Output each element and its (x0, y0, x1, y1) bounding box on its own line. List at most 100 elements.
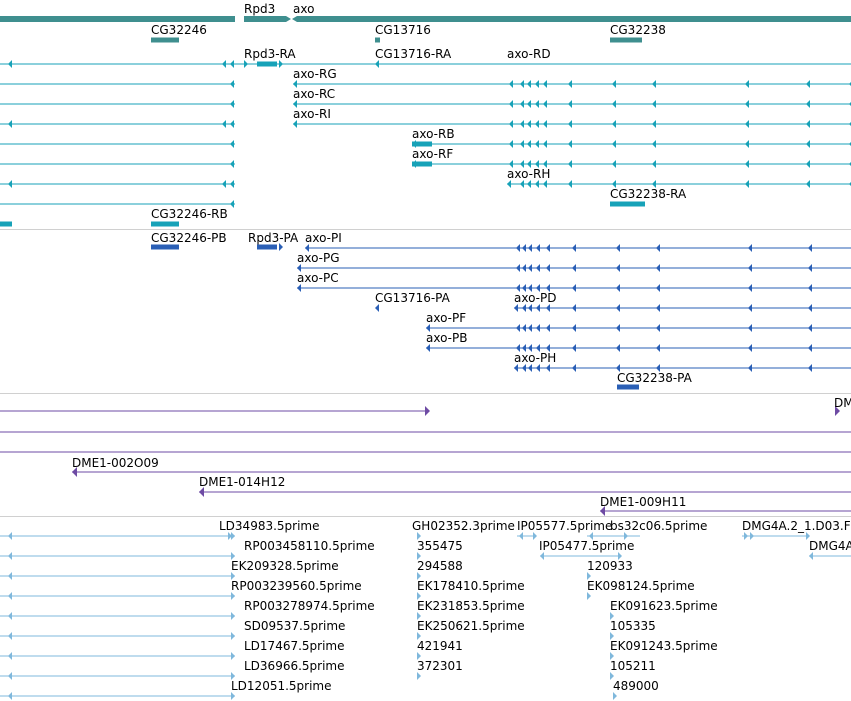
transcript-exon[interactable] (412, 141, 432, 147)
exon-arrow[interactable] (808, 264, 812, 272)
exon-arrow[interactable] (568, 100, 572, 108)
est-label[interactable]: LD34983.5prime (219, 519, 320, 533)
protein-label[interactable]: axo-PH (514, 351, 557, 365)
exon-arrow[interactable] (543, 140, 547, 148)
exon-arrow[interactable] (616, 304, 620, 312)
transcript-label[interactable]: CG32246-RB (151, 207, 228, 221)
est-arrow[interactable] (8, 592, 12, 600)
strand-arrow[interactable] (514, 364, 518, 372)
protein-label[interactable]: CG32238-PA (617, 371, 692, 385)
gene-glyph[interactable] (292, 16, 851, 22)
transcript-exon[interactable] (257, 61, 277, 67)
exon-arrow[interactable] (806, 100, 810, 108)
gene-glyph[interactable] (0, 16, 235, 22)
exon-arrow[interactable] (535, 100, 539, 108)
exon-arrow[interactable] (616, 264, 620, 272)
clone-label[interactable]: DME1-009H11 (600, 495, 687, 509)
exon-arrow[interactable] (516, 344, 520, 352)
est-label[interactable]: LD12051.5prime (231, 679, 332, 693)
exon-arrow[interactable] (612, 80, 616, 88)
transcript-exon[interactable] (610, 201, 645, 207)
exon-arrow[interactable] (652, 140, 656, 148)
clone-label[interactable]: DME1-002O09 (72, 456, 159, 470)
exon-arrow[interactable] (808, 324, 812, 332)
exon-arrow[interactable] (745, 140, 749, 148)
exon-arrow[interactable] (572, 284, 576, 292)
exon-arrow[interactable] (748, 344, 752, 352)
strand-arrow[interactable] (375, 304, 379, 312)
strand-arrow[interactable] (230, 140, 234, 148)
exon-arrow[interactable] (520, 180, 524, 188)
transcript-exon[interactable] (412, 161, 432, 167)
est-label[interactable]: 489000 (613, 679, 659, 693)
exon-arrow[interactable] (572, 304, 576, 312)
exon-arrow[interactable] (652, 180, 656, 188)
exon-arrow[interactable] (808, 284, 812, 292)
protein-label[interactable]: axo-PB (426, 331, 468, 345)
exon-arrow[interactable] (656, 284, 660, 292)
est-arrow[interactable] (8, 612, 12, 620)
est-arrow[interactable] (8, 572, 12, 580)
exon-arrow[interactable] (535, 80, 539, 88)
strand-arrow[interactable] (514, 304, 518, 312)
strand-arrow[interactable] (293, 100, 297, 108)
exon-arrow[interactable] (748, 244, 752, 252)
exon-arrow[interactable] (748, 364, 752, 372)
exon-arrow[interactable] (528, 324, 532, 332)
transcript-label[interactable]: axo-RH (507, 167, 551, 181)
exon-arrow[interactable] (616, 324, 620, 332)
protein-label[interactable]: axo-PG (297, 251, 340, 265)
exon-arrow[interactable] (520, 100, 524, 108)
exon-arrow[interactable] (536, 304, 540, 312)
est-label[interactable]: EK250621.5prime (417, 619, 525, 633)
exon-arrow[interactable] (612, 100, 616, 108)
exon-arrow[interactable] (522, 244, 526, 252)
strand-arrow[interactable] (507, 180, 511, 188)
strand-arrow[interactable] (297, 264, 301, 272)
protein-exon[interactable] (151, 244, 179, 250)
est-label[interactable]: EK178410.5prime (417, 579, 525, 593)
exon-arrow[interactable] (509, 80, 513, 88)
exon-arrow[interactable] (522, 364, 526, 372)
est-label[interactable]: 372301 (417, 659, 463, 673)
est-arrow[interactable] (8, 632, 12, 640)
est-arrow[interactable] (610, 672, 614, 680)
est-arrow[interactable] (231, 652, 235, 660)
exon-arrow[interactable] (546, 244, 550, 252)
exon-arrow[interactable] (745, 120, 749, 128)
exon-arrow[interactable] (536, 364, 540, 372)
gene-glyph[interactable] (375, 37, 380, 43)
exon-arrow[interactable] (509, 160, 513, 168)
strand-arrow[interactable] (279, 60, 283, 68)
exon-arrow[interactable] (808, 244, 812, 252)
exon-arrow[interactable] (535, 160, 539, 168)
est-arrow[interactable] (540, 552, 544, 560)
exon-arrow[interactable] (748, 324, 752, 332)
est-arrow[interactable] (809, 552, 813, 560)
transcript-exon[interactable] (151, 221, 179, 227)
strand-arrow[interactable] (305, 244, 309, 252)
exon-arrow[interactable] (568, 180, 572, 188)
exon-arrow[interactable] (509, 100, 513, 108)
strand-arrow[interactable] (293, 80, 297, 88)
exon-arrow[interactable] (546, 304, 550, 312)
strand-arrow[interactable] (375, 60, 379, 68)
exon-arrow[interactable] (808, 304, 812, 312)
clone-label[interactable]: DM (834, 396, 851, 410)
exon-arrow[interactable] (528, 284, 532, 292)
gene-label[interactable]: axo (293, 2, 315, 16)
strand-arrow[interactable] (293, 120, 297, 128)
protein-label[interactable]: CG32246-PB (151, 231, 227, 245)
exon-arrow[interactable] (535, 140, 539, 148)
exon-arrow[interactable] (546, 364, 550, 372)
est-arrow[interactable] (8, 552, 12, 560)
est-arrow[interactable] (618, 552, 622, 560)
exon-arrow[interactable] (616, 244, 620, 252)
strand-arrow[interactable] (230, 80, 234, 88)
exon-arrow[interactable] (748, 264, 752, 272)
est-arrow[interactable] (231, 632, 235, 640)
strand-arrow[interactable] (835, 406, 840, 416)
exon-arrow[interactable] (536, 344, 540, 352)
exon-arrow[interactable] (652, 120, 656, 128)
exon-arrow[interactable] (806, 180, 810, 188)
